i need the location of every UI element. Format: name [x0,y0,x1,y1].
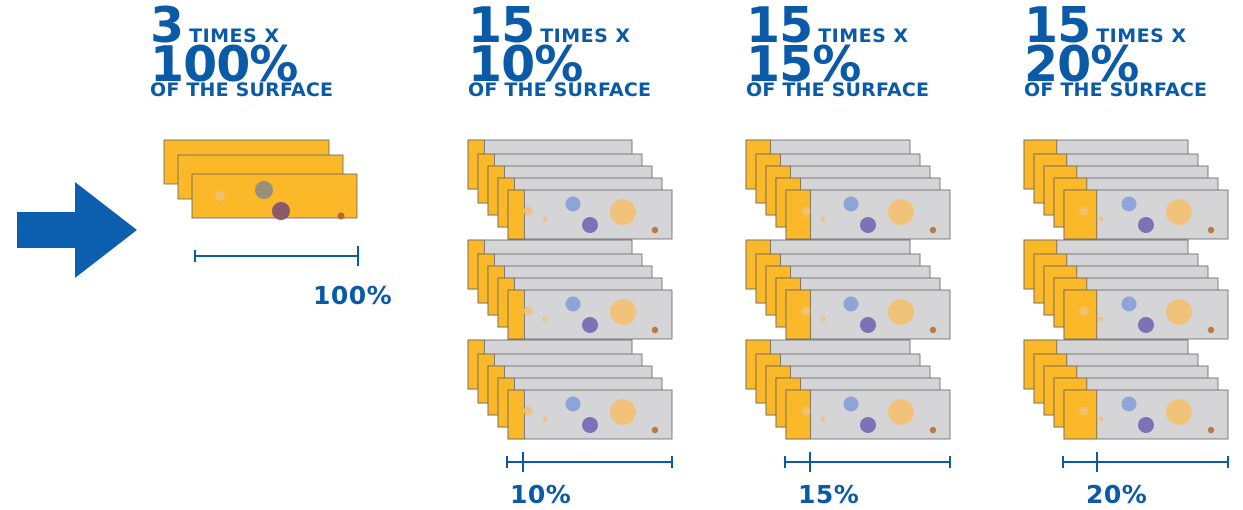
specimen-dot [929,326,937,334]
specimen-dot [215,191,225,201]
column-header: 15 TIMES X 15% OF THE SURFACE [746,1,930,101]
specimen-dot [565,196,581,212]
scale-label: 100% [313,281,393,310]
slide [507,289,673,340]
specimen-dot [1121,396,1137,412]
specimen-dot [860,217,876,233]
specimen-dot [1079,406,1089,416]
coverage-scale-bar [194,246,359,266]
times-label: TIMES X [189,25,280,47]
specimen-dot [1207,326,1215,334]
surface-label: OF THE SURFACE [746,79,930,101]
slide-stack-group [467,139,673,440]
specimen-dot [843,396,859,412]
specimen-dot [929,226,937,234]
specimen-dot [565,396,581,412]
specimen-dot [1207,226,1215,234]
specimen-dot [651,226,659,234]
specimen-dot [582,317,598,333]
specimen-dot [523,406,533,416]
specimen-dot [272,202,290,220]
specimen-dot [337,212,345,220]
slide-stack-group [745,139,951,440]
surface-percent: 20% [1024,36,1139,93]
specimen-dot [1121,296,1137,312]
specimen-dot [820,316,826,322]
specimen-dot [1098,216,1104,222]
specimen-dot [542,316,548,322]
specimen-dot [582,217,598,233]
surface-percent: 15% [746,36,861,93]
column-header: 15 TIMES X 20% OF THE SURFACE [1024,1,1208,101]
coverage-scale-bar [506,452,673,472]
specimen-dot [610,199,636,225]
specimen-dot [610,299,636,325]
times-label: TIMES X [1096,25,1187,47]
specimen-dot [542,416,548,422]
column-header: 3 TIMES X 100% OF THE SURFACE [150,1,334,101]
surface-label: OF THE SURFACE [150,79,334,101]
slide-stack-group [163,139,358,220]
specimen-dot [820,216,826,222]
specimen-dot [929,426,937,434]
specimen-dot [860,317,876,333]
coverage-scale-bar [784,452,951,472]
specimen-dot [523,306,533,316]
specimen-dot [860,417,876,433]
specimen-dot [565,296,581,312]
slide-stack-group [1023,139,1229,440]
specimen-dot [888,399,914,425]
specimen-dot [651,326,659,334]
specimen-dot [820,416,826,422]
specimen-dot [1138,417,1154,433]
surface-label: OF THE SURFACE [468,79,652,101]
scale-label: 15% [798,480,860,509]
specimen-dot [843,296,859,312]
times-count: 15 [468,0,535,54]
specimen-dot [255,181,273,199]
specimen-dot [1098,416,1104,422]
scale-label: 20% [1086,480,1148,509]
times-count: 3 [150,0,184,54]
surface-label: OF THE SURFACE [1024,79,1208,101]
specimen-dot [1098,316,1104,322]
surface-percent: 100% [150,36,298,93]
specimen-dot [542,216,548,222]
specimen-dot [888,299,914,325]
specimen-dot [1121,196,1137,212]
specimen-dot [1138,217,1154,233]
specimen-dot [610,399,636,425]
specimen-dot [1166,199,1192,225]
times-count: 15 [746,0,813,54]
times-label: TIMES X [818,25,909,47]
surface-percent: 10% [468,36,583,93]
coverage-scale-bar [1062,452,1229,472]
specimen-dot [801,206,811,216]
specimen-dot [888,199,914,225]
specimen-dot [1138,317,1154,333]
specimen-dot [523,206,533,216]
specimen-dot [651,426,659,434]
column-header: 15 TIMES X 10% OF THE SURFACE [468,1,652,101]
specimen-dot [801,406,811,416]
slide [1063,289,1229,340]
right-arrow-icon [17,182,137,278]
specimen-dot [1079,306,1089,316]
times-count: 15 [1024,0,1091,54]
specimen-dot [843,196,859,212]
specimen-dot [1166,299,1192,325]
scale-label: 10% [510,480,572,509]
specimen-dot [1166,399,1192,425]
specimen-dot [1207,426,1215,434]
specimen-dot [1079,206,1089,216]
times-label: TIMES X [540,25,631,47]
specimen-dot [801,306,811,316]
specimen-dot [582,417,598,433]
